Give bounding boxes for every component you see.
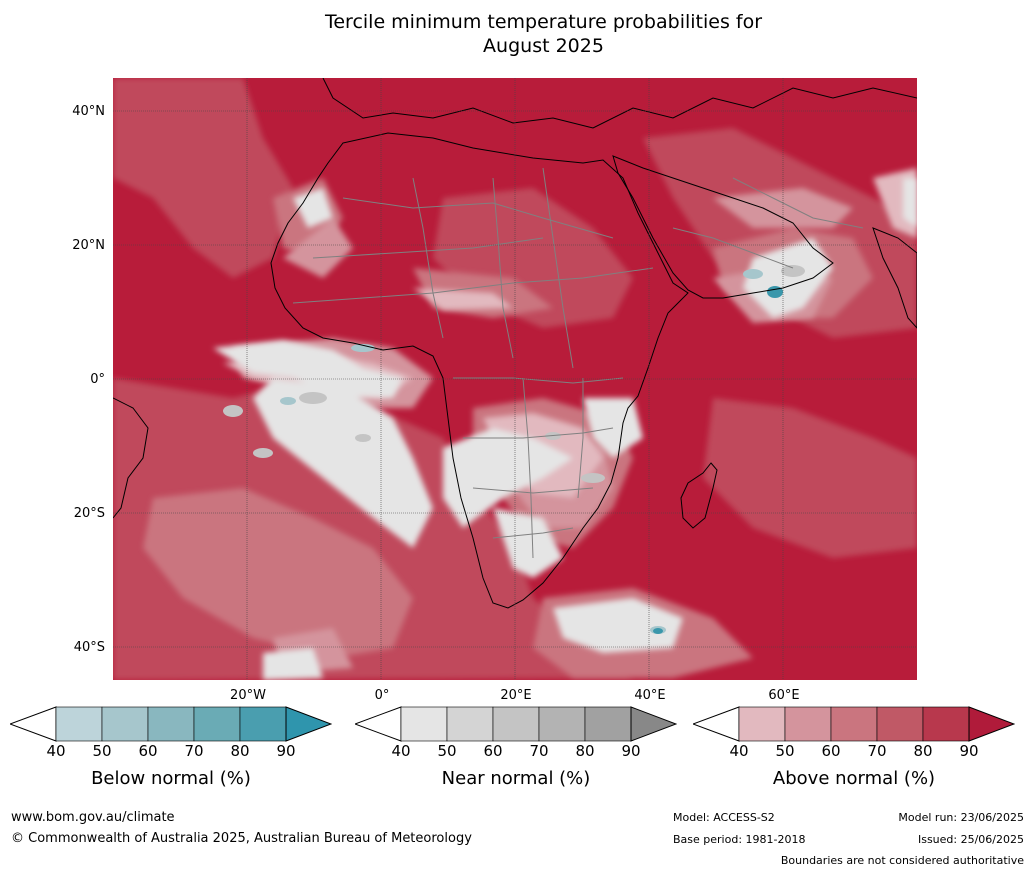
colorbar-near-normal: 40 50 60 70 80 90 Near normal (%): [353, 706, 678, 789]
colorbar-above-swatches: [691, 706, 1016, 742]
lon-label-40e: 40°E: [634, 688, 666, 703]
colorbar-above-swatch-2: [784, 706, 832, 742]
title-line-2: August 2025: [483, 35, 604, 57]
lon-label-0: 0°: [374, 688, 390, 703]
footer-base-period: Base period: 1981-2018: [673, 833, 806, 846]
lat-label-40s: 40°S: [73, 640, 105, 655]
colorbar-near-swatch-5: [584, 706, 632, 742]
colorbar-near-swatch-4: [538, 706, 586, 742]
map-title: Tercile minimum temperature probabilitie…: [0, 10, 1035, 58]
arabia-coast: [612, 155, 834, 299]
colorbar-below-swatch-5: [239, 706, 287, 742]
colorbar-below-min-arrow: [8, 706, 57, 742]
colorbar-near-label: Near normal (%): [441, 768, 591, 789]
colorbar-below-normal: 40 50 60 70 80 90 Below normal (%): [8, 706, 333, 789]
colorbar-above-tick: 90: [959, 742, 979, 760]
colorbar-below-tick: 40: [46, 742, 66, 760]
colorbar-below-tick: 70: [184, 742, 204, 760]
colorbar-near-tick: 50: [437, 742, 457, 760]
colorbar-below-tick: 60: [138, 742, 158, 760]
lon-label-20e: 20°E: [500, 688, 532, 703]
colorbar-near-tick: 70: [529, 742, 549, 760]
lat-label-40n: 40°N: [72, 104, 105, 119]
colorbar-below-tick: 90: [276, 742, 296, 760]
madagascar-coast: [680, 462, 718, 529]
lat-label-eq: 0°: [90, 372, 105, 387]
colorbar-above-tick: 40: [729, 742, 749, 760]
coastlines: [112, 77, 918, 609]
south-america-coast: [112, 397, 149, 519]
india-coast: [872, 227, 918, 330]
europe-coast: [322, 77, 918, 129]
colorbar-above-swatch-4: [876, 706, 924, 742]
lon-label-20w: 20°W: [230, 688, 266, 703]
colorbar-near-tick: 90: [621, 742, 641, 760]
footer-issued: Issued: 25/06/2025: [917, 833, 1024, 846]
colorbar-below-swatch-4: [193, 706, 241, 742]
lon-label-60e: 60°E: [768, 688, 800, 703]
colorbar-below-swatch-2: [101, 706, 149, 742]
footer-copyright: © Commonwealth of Australia 2025, Austra…: [11, 831, 472, 846]
colorbar-near-tick: 40: [391, 742, 411, 760]
colorbar-near-tick: 60: [483, 742, 503, 760]
lat-label-20n: 20°N: [72, 238, 105, 253]
colorbar-below-tick: 80: [230, 742, 250, 760]
lat-label-20s: 20°S: [73, 506, 105, 521]
colorbar-above-swatch-1: [738, 706, 786, 742]
colorbar-above-tick: 50: [775, 742, 795, 760]
near-normal-dark-patches: [223, 265, 805, 483]
colorbar-below-swatches: [8, 706, 333, 742]
colorbar-below-swatch-1: [55, 706, 103, 742]
colorbar-above-tick: 70: [867, 742, 887, 760]
colorbar-above-max-arrow: [968, 706, 1016, 742]
colorbar-above-tick: 80: [913, 742, 933, 760]
colorbar-near-swatch-2: [446, 706, 494, 742]
footer-website: www.bom.gov.au/climate: [11, 810, 175, 825]
colorbar-near-swatch-3: [492, 706, 540, 742]
colorbar-above-normal: 40 50 60 70 80 90 Above normal (%): [691, 706, 1016, 789]
colorbar-near-min-arrow: [353, 706, 402, 742]
africa-coast: [270, 132, 689, 609]
colorbar-above-min-arrow: [691, 706, 740, 742]
colorbar-above-swatch-3: [830, 706, 878, 742]
colorbar-above-tick: 60: [821, 742, 841, 760]
colorbar-above-label: Above normal (%): [772, 768, 936, 789]
footer-model-run: Model run: 23/06/2025: [898, 811, 1024, 824]
footer-model: Model: ACCESS-S2: [673, 811, 775, 824]
colorbar-below-tick: 50: [92, 742, 112, 760]
colorbar-above-swatch-5: [922, 706, 970, 742]
probability-map: [112, 77, 918, 680]
colorbar-near-max-arrow: [630, 706, 678, 742]
colorbar-below-label: Below normal (%): [91, 768, 251, 789]
graticule: [113, 78, 917, 680]
colorbar-near-swatches: [353, 706, 678, 742]
map-svg: [112, 77, 918, 680]
colorbar-below-swatch-3: [147, 706, 195, 742]
colorbar-below-max-arrow: [285, 706, 333, 742]
footer-disclaimer: Boundaries are not considered authoritat…: [780, 854, 1024, 867]
colorbar-near-tick: 80: [575, 742, 595, 760]
title-line-1: Tercile minimum temperature probabilitie…: [324, 11, 763, 33]
colorbar-near-swatch-1: [400, 706, 448, 742]
country-borders: [292, 167, 864, 559]
